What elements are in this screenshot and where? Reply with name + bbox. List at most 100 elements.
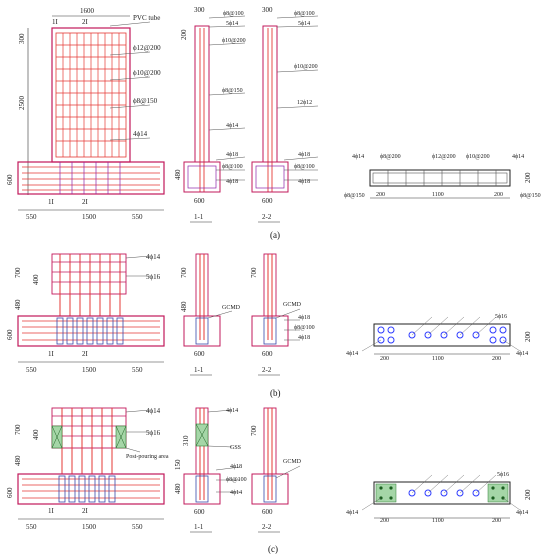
section-b-22: 700 GCMD 4ϕ18 ϕ8@100 4ϕ18 600 2-2 [250,253,315,376]
label-tube: PVC tube [133,14,160,22]
c-s11-310: 310 [182,435,190,446]
b-h600: 600 [6,329,14,340]
b-s11-700: 700 [180,267,188,278]
c-h700: 700 [14,424,22,435]
plan-b-l3: 4ϕ14 [516,351,528,357]
s11-600: 600 [194,197,205,205]
b-s22-l3: 4ϕ18 [298,335,310,341]
section-c-11: 4ϕ14 310 GSS 4ϕ18 ϕ8@100 4ϕ14 480 150 60… [174,407,247,533]
s22-l5: 4ϕ18 [298,152,310,158]
plan-b-l2: 4ϕ14 [346,351,358,357]
label-r2: ϕ10@200 [133,69,161,77]
plan-a-d2: 1100 [432,192,444,198]
plan-a-l2: ϕ8@200 [380,154,401,160]
s22-l4: 12ϕ12 [297,100,312,106]
plan-b-h: 200 [524,331,532,342]
panel-b: 700 400 480 600 4ϕ14 5ϕ16 [6,253,532,398]
s11-h: 200 [180,29,188,40]
section-c-22: 700 GCMD 600 2-2 [250,407,302,533]
dim-wall: 2500 [18,96,26,111]
plan-a-l1: 4ϕ14 [352,154,364,160]
c-post: Post-pouring area [126,454,169,460]
wall-mesh [56,33,126,157]
s22-l1: ϕ8@100 [294,11,315,17]
elevation-b: 700 400 480 600 4ϕ14 5ϕ16 [6,253,165,374]
b-w2: 1500 [82,366,97,374]
s11-l2: 5ϕ14 [226,21,238,27]
s22-l3: ϕ10@200 [294,64,318,70]
s11-l7: ϕ8@100 [222,164,243,170]
s11-l1: ϕ8@100 [223,11,244,17]
c-s11-name: 1-1 [194,523,204,531]
c-s11-150: 150 [174,459,182,470]
c-h600: 600 [6,487,14,498]
s22-600: 600 [262,197,273,205]
c-s11-l1: 4ϕ14 [226,408,238,414]
c-h480: 480 [14,455,22,466]
s11-l5: 4ϕ14 [226,123,238,129]
plan-c-d2: 1100 [432,518,444,524]
b-s22-l2: ϕ8@100 [294,325,315,331]
plan-c: 5ϕ16 4ϕ14 4ϕ14 200 [346,472,532,524]
c-h400: 400 [32,429,40,440]
dim-width: 1600 [80,7,95,15]
elevation-c: 700 400 480 600 [6,407,169,531]
plan-a-l7: ϕ8@150 [520,193,541,199]
dim-w3: 550 [132,213,143,221]
s22-l2: 5ϕ14 [298,21,310,27]
b-s11-gcmd: GCMD [222,305,241,311]
gss-left [51,425,63,449]
b-s22-l1: 4ϕ18 [298,315,310,321]
s22-l7: 4ϕ18 [298,179,310,185]
dim-w1: 550 [26,213,37,221]
plan-c-d3: 200 [492,518,501,524]
s11-name: 1-1 [194,213,204,221]
c-w3: 550 [132,523,143,531]
b-s22-700: 700 [250,267,258,278]
plan-a-d3: 200 [494,192,503,198]
s11-l6: 4ϕ18 [226,152,238,158]
section-a-22: 300 ϕ8@100 5ϕ14 ϕ10@200 12ϕ12 4ϕ18 ϕ8@10… [251,6,319,223]
plan-a-h: 200 [524,172,532,183]
sec2-top: 2I [82,18,89,26]
b-w3: 550 [132,366,143,374]
c-s11-l2: 4ϕ18 [230,464,242,470]
s22-name: 2-2 [262,213,272,221]
b-h400: 400 [32,274,40,285]
b-s22-name: 2-2 [262,366,272,374]
c-sec1: 1I [48,507,55,515]
b-s11-480: 480 [180,301,188,312]
plan-b-d1: 200 [380,356,389,362]
sec2-bot: 2I [82,198,89,206]
caption-b: (b) [270,388,281,398]
c-w2: 1500 [82,523,97,531]
s11-480: 480 [174,169,182,180]
b-sec1: 1I [48,350,55,358]
c-s22-700: 700 [250,425,258,436]
b-w1: 550 [26,366,37,374]
s11-l4: ϕ8@150 [222,88,243,94]
section-b-11: 700 480 600 1-1 GCMD [180,253,241,376]
c-w1: 550 [26,523,37,531]
plan-a-l6: ϕ8@150 [344,193,365,199]
label-r1: ϕ12@200 [133,44,161,52]
c-s11-l3: ϕ8@100 [226,477,247,483]
caption-a: (a) [270,230,280,240]
caption-c: (c) [268,544,278,554]
c-s22-gcmd: GCMD [283,459,302,465]
c-s11-l4: 4ϕ14 [230,490,242,496]
dim-cap: 300 [18,33,26,44]
plan-a-d1: 200 [376,192,385,198]
section-a-11: 300 200 ϕ8@100 5ϕ14 ϕ10@200 ϕ8@150 4ϕ14 … [174,6,246,223]
label-r4: 4ϕ14 [133,130,148,138]
panel-a: 1600 1I 2I 300 2500 600 [6,6,541,240]
label-r3: ϕ8@150 [133,97,158,105]
b-h700: 700 [14,267,22,278]
plan-c-l2: 4ϕ14 [346,510,358,516]
plan-c-h: 200 [524,489,532,500]
elevation-a: 1600 1I 2I 300 2500 600 [6,7,165,221]
s11-l3: ϕ10@200 [222,38,246,44]
plan-a-l3: ϕ12@200 [432,154,456,160]
